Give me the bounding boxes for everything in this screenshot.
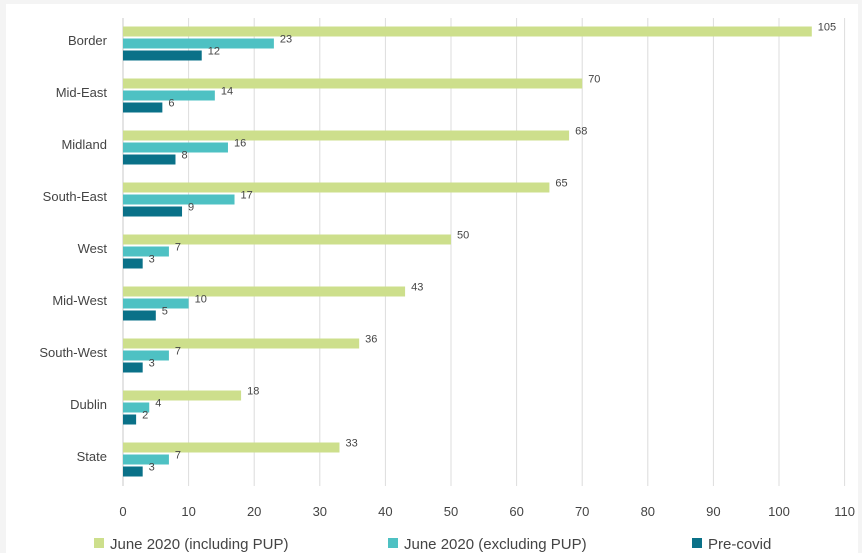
bar-mid-west-series-0 [123,286,406,297]
data-label: 9 [188,202,194,214]
data-label: 14 [221,86,233,98]
x-tick-label: 40 [378,504,392,519]
x-tick-label: 110 [834,504,855,519]
data-label: 105 [818,22,836,34]
category-label: Mid-West [52,293,107,308]
data-label: 6 [168,98,174,110]
category-label: Border [68,33,108,48]
data-label: 43 [411,282,423,294]
data-label: 7 [175,242,181,254]
x-tick-labels: 0 10 20 30 40 50 60 70 80 90 100 110 [119,504,855,519]
data-labels: 1052312701466816865179507343105367318423… [142,22,836,474]
bar-border-series-0 [123,26,812,37]
data-label: 17 [241,190,253,202]
legend-label: June 2020 (excluding PUP) [404,536,587,553]
x-tick-label: 0 [119,504,126,519]
data-label: 2 [142,410,148,422]
data-label: 3 [149,254,155,266]
x-tick-label: 20 [247,504,261,519]
data-label: 65 [555,178,567,190]
bar-chart: 1052312701466816865179507343105367318423… [39,18,855,553]
data-label: 7 [175,450,181,462]
bar-state-series-0 [123,442,340,453]
category-label: Mid-East [56,85,108,100]
category-labels: Border Mid-East Midland South-East West Mid-W… [39,33,107,464]
category-label: Midland [61,137,107,152]
bar-mid-east-series-2 [123,102,163,113]
bar-west-series-0 [123,234,451,245]
data-label: 16 [234,138,246,150]
data-label: 10 [195,294,207,306]
bar-state-series-1 [123,454,169,465]
x-tick-label: 70 [575,504,589,519]
bar-dublin-series-1 [123,402,150,413]
bar-south-east-series-2 [123,206,183,217]
x-tick-label: 80 [641,504,655,519]
data-label: 7 [175,346,181,358]
category-label: State [77,449,107,464]
x-tick-label: 90 [706,504,720,519]
legend-label: June 2020 (including PUP) [110,536,288,553]
data-label: 18 [247,386,259,398]
bar-border-series-2 [123,50,202,61]
data-label: 50 [457,230,469,242]
bar-midland-series-0 [123,130,570,141]
data-label: 5 [162,306,168,318]
data-label: 36 [365,334,377,346]
legend-swatch-0 [94,538,104,548]
data-label: 8 [181,150,187,162]
bar-border-series-1 [123,38,274,49]
bar-midland-series-2 [123,154,176,165]
bar-mid-west-series-1 [123,298,189,309]
chart-panel: 105 23 12 70 14 6 68 16 8 65 17 9 50 7 3 43 10 5 36 7 3 18 4 2 3… [6,4,858,553]
data-label: 12 [208,46,220,58]
x-tick-label: 50 [444,504,458,519]
bar-mid-west-series-2 [123,310,156,321]
bar-state-series-2 [123,466,143,477]
data-label: 3 [149,358,155,370]
x-tick-label: 60 [509,504,523,519]
category-label: West [78,241,108,256]
legend-swatch-2 [692,538,702,548]
bar-mid-east-series-1 [123,90,215,101]
data-label: 3 [149,462,155,474]
category-label: South-East [43,189,108,204]
data-label: 4 [155,398,161,410]
legend: June 2020 (including PUP) June 2020 (excl… [94,536,771,553]
bar-south-west-series-2 [123,362,143,373]
bar-south-west-series-0 [123,338,360,349]
data-label: 33 [345,438,357,450]
bar-dublin-series-0 [123,390,242,401]
legend-label: Pre-covid [708,536,771,553]
x-tick-label: 100 [768,504,790,519]
legend-swatch-1 [388,538,398,548]
bar-south-east-series-1 [123,194,235,205]
category-label: Dublin [70,397,107,412]
x-tick-label: 10 [181,504,195,519]
bar-midland-series-1 [123,142,228,153]
category-label: South-West [39,345,107,360]
bar-mid-east-series-0 [123,78,583,89]
data-label: 23 [280,34,292,46]
x-tick-label: 30 [313,504,327,519]
bar-south-east-series-0 [123,182,550,193]
data-label: 70 [588,74,600,86]
bar-south-west-series-1 [123,350,169,361]
bar-dublin-series-2 [123,414,137,425]
bar-west-series-1 [123,246,169,257]
data-label: 68 [575,126,587,138]
bars [123,26,812,477]
bar-west-series-2 [123,258,143,269]
